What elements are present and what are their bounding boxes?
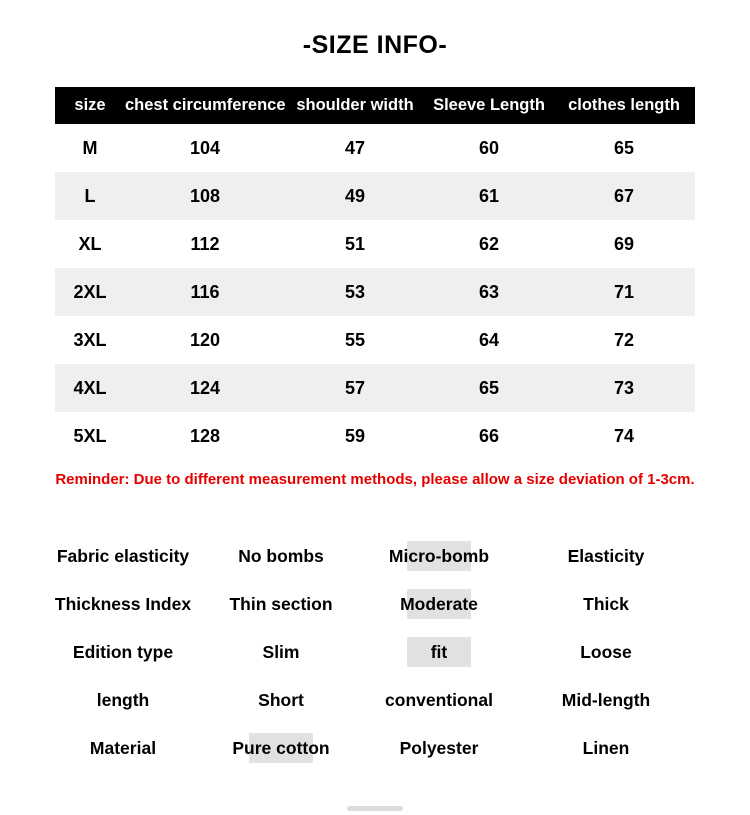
attribute-option: Short bbox=[258, 689, 304, 710]
table-row: 3XL 120 55 64 72 bbox=[55, 316, 695, 364]
value-cell: 73 bbox=[613, 377, 635, 398]
reminder-text: Reminder: Due to different measurement m… bbox=[55, 471, 695, 488]
attribute-option: Polyester bbox=[399, 737, 479, 758]
value-cell: 72 bbox=[613, 329, 635, 350]
attribute-option: Linen bbox=[582, 737, 630, 758]
value-cell: 49 bbox=[344, 185, 366, 206]
size-cell: L bbox=[84, 185, 96, 206]
column-header: Sleeve Length bbox=[425, 87, 553, 124]
value-cell: 53 bbox=[344, 281, 366, 302]
size-cell: 4XL bbox=[73, 377, 107, 398]
attribute-option: Thin section bbox=[229, 593, 333, 614]
attribute-option: Mid-length bbox=[561, 689, 651, 710]
value-cell: 108 bbox=[189, 185, 221, 206]
table-row: 5XL 128 59 66 74 bbox=[55, 412, 695, 460]
table-row: M 104 47 60 65 bbox=[55, 124, 695, 172]
value-cell: 67 bbox=[613, 185, 635, 206]
value-cell: 47 bbox=[344, 137, 366, 158]
value-cell: 60 bbox=[478, 137, 500, 158]
attribute-option: Slim bbox=[262, 641, 300, 662]
column-header: clothes length bbox=[553, 87, 695, 124]
value-cell: 71 bbox=[613, 281, 635, 302]
value-cell: 65 bbox=[613, 137, 635, 158]
value-cell: 61 bbox=[478, 185, 500, 206]
value-cell: 59 bbox=[344, 425, 366, 446]
attribute-label: length bbox=[96, 689, 150, 710]
table-row: L 108 49 61 67 bbox=[55, 172, 695, 220]
size-cell: 2XL bbox=[73, 281, 107, 302]
value-cell: 66 bbox=[478, 425, 500, 446]
attribute-option: No bombs bbox=[238, 545, 324, 566]
table-row: 2XL 116 53 63 71 bbox=[55, 268, 695, 316]
attribute-grid: Fabric elasticity No bombs Micro-bomb Elast… bbox=[40, 532, 690, 772]
size-table: size chest circumference shoulder width Sle… bbox=[55, 87, 695, 460]
bottom-indicator bbox=[347, 806, 403, 811]
value-cell: 62 bbox=[478, 233, 500, 254]
attribute-label: Edition type bbox=[72, 641, 174, 662]
size-cell: XL bbox=[78, 233, 102, 254]
size-cell: M bbox=[82, 137, 98, 158]
attribute-option-selected: Pure cotton bbox=[230, 734, 331, 763]
attribute-option-selected: Micro-bomb bbox=[387, 542, 491, 571]
value-cell: 74 bbox=[613, 425, 635, 446]
attribute-option: Loose bbox=[580, 641, 632, 662]
value-cell: 51 bbox=[344, 233, 366, 254]
value-cell: 57 bbox=[344, 377, 366, 398]
value-cell: 116 bbox=[190, 281, 220, 302]
size-cell: 3XL bbox=[73, 329, 107, 350]
column-header: size bbox=[55, 87, 125, 124]
column-header: shoulder width bbox=[285, 87, 425, 124]
value-cell: 128 bbox=[189, 425, 221, 446]
attribute-option: conventional bbox=[385, 689, 493, 710]
size-cell: 5XL bbox=[73, 425, 107, 446]
value-cell: 104 bbox=[189, 137, 221, 158]
attribute-option: Elasticity bbox=[567, 545, 645, 566]
value-cell: 69 bbox=[613, 233, 635, 254]
attribute-option: Thick bbox=[583, 593, 629, 614]
value-cell: 124 bbox=[189, 377, 221, 398]
value-cell: 120 bbox=[189, 329, 221, 350]
attribute-label: Fabric elasticity bbox=[56, 545, 190, 566]
attribute-option-selected: Moderate bbox=[398, 590, 480, 619]
attribute-label: Material bbox=[89, 737, 157, 758]
column-header: chest circumference bbox=[125, 87, 286, 124]
table-row: 4XL 124 57 65 73 bbox=[55, 364, 695, 412]
table-header-row: size chest circumference shoulder width Sle… bbox=[55, 87, 695, 124]
value-cell: 65 bbox=[478, 377, 500, 398]
value-cell: 55 bbox=[344, 329, 366, 350]
value-cell: 112 bbox=[190, 233, 220, 254]
value-cell: 63 bbox=[478, 281, 500, 302]
value-cell: 64 bbox=[478, 329, 500, 350]
attribute-option-selected: fit bbox=[429, 638, 450, 667]
attribute-label: Thickness Index bbox=[54, 593, 192, 614]
page-title: -SIZE INFO- bbox=[302, 31, 448, 59]
table-row: XL 112 51 62 69 bbox=[55, 220, 695, 268]
